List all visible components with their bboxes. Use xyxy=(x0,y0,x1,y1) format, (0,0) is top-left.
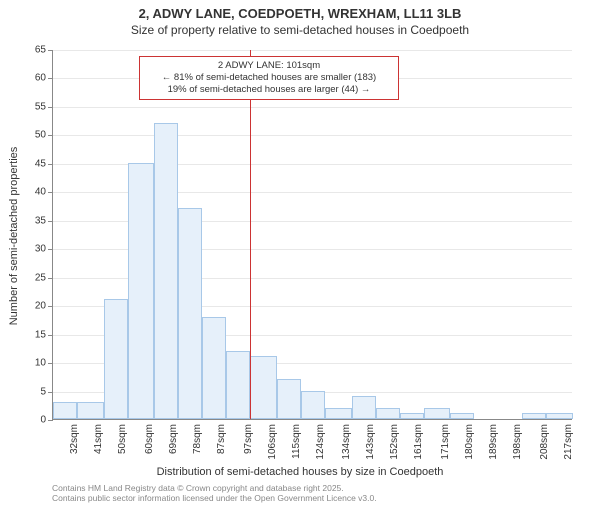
histogram-bar xyxy=(522,413,546,419)
gridline xyxy=(53,135,572,136)
histogram-bar xyxy=(77,402,104,419)
xtick-label: 152sqm xyxy=(389,424,400,460)
xtick-label: 106sqm xyxy=(267,424,278,460)
title-line1: 2, ADWY LANE, COEDPOETH, WREXHAM, LL11 3… xyxy=(0,6,600,21)
ytick-label: 55 xyxy=(22,101,46,112)
histogram-bar xyxy=(226,351,250,419)
ytick-mark xyxy=(48,50,53,51)
xtick-label: 171sqm xyxy=(440,424,451,460)
histogram-bar xyxy=(104,299,128,419)
xtick-label: 32sqm xyxy=(69,424,80,454)
ytick-mark xyxy=(48,221,53,222)
histogram-bar xyxy=(128,163,155,419)
xtick-label: 115sqm xyxy=(291,424,302,459)
footer-attribution: Contains HM Land Registry data © Crown c… xyxy=(52,484,377,504)
histogram-bar xyxy=(154,123,178,419)
gridline xyxy=(53,107,572,108)
ytick-mark xyxy=(48,335,53,336)
xtick-label: 180sqm xyxy=(464,424,475,460)
xtick-label: 217sqm xyxy=(563,424,574,460)
ytick-mark xyxy=(48,363,53,364)
histogram-bar xyxy=(400,413,424,419)
ytick-label: 5 xyxy=(22,386,46,397)
annot-line1: 2 ADWY LANE: 101sqm xyxy=(146,60,392,72)
xtick-label: 208sqm xyxy=(539,424,550,460)
xtick-label: 50sqm xyxy=(117,424,128,454)
annot-line2: ← 81% of semi-detached houses are smalle… xyxy=(146,72,392,84)
ytick-mark xyxy=(48,278,53,279)
histogram-bar xyxy=(450,413,474,419)
ytick-mark xyxy=(48,135,53,136)
xtick-label: 143sqm xyxy=(365,424,376,460)
ytick-mark xyxy=(48,78,53,79)
title-line2: Size of property relative to semi-detach… xyxy=(0,23,600,37)
annot-line3: 19% of semi-detached houses are larger (… xyxy=(146,84,392,96)
ytick-mark xyxy=(48,420,53,421)
xtick-label: 69sqm xyxy=(168,424,179,454)
histogram-bar xyxy=(424,408,451,419)
gridline xyxy=(53,50,572,51)
ytick-label: 35 xyxy=(22,215,46,226)
ytick-label: 45 xyxy=(22,158,46,169)
ytick-label: 15 xyxy=(22,329,46,340)
ytick-label: 60 xyxy=(22,73,46,84)
ytick-label: 30 xyxy=(22,244,46,255)
histogram-bar xyxy=(53,402,77,419)
ytick-label: 40 xyxy=(22,187,46,198)
histogram-bar xyxy=(250,356,277,419)
xtick-label: 87sqm xyxy=(216,424,227,454)
ytick-mark xyxy=(48,107,53,108)
ytick-label: 65 xyxy=(22,45,46,56)
xtick-label: 198sqm xyxy=(512,424,523,460)
histogram-bar xyxy=(325,408,352,419)
reference-line xyxy=(250,50,251,419)
ytick-mark xyxy=(48,164,53,165)
xtick-label: 124sqm xyxy=(315,424,326,460)
ytick-mark xyxy=(48,249,53,250)
histogram-bar xyxy=(546,413,573,419)
ytick-label: 0 xyxy=(22,415,46,426)
ytick-label: 20 xyxy=(22,301,46,312)
footer-line2: Contains public sector information licen… xyxy=(52,494,377,504)
x-axis-label: Distribution of semi-detached houses by … xyxy=(0,466,600,478)
histogram-bar xyxy=(301,391,325,419)
xtick-label: 189sqm xyxy=(488,424,499,460)
xtick-label: 134sqm xyxy=(341,424,352,460)
chart-area: 2 ADWY LANE: 101sqm← 81% of semi-detache… xyxy=(52,50,572,420)
ytick-mark xyxy=(48,392,53,393)
xtick-label: 41sqm xyxy=(93,424,104,454)
xtick-label: 60sqm xyxy=(144,424,155,454)
ytick-label: 50 xyxy=(22,130,46,141)
xtick-label: 161sqm xyxy=(413,424,424,460)
xtick-label: 97sqm xyxy=(243,424,254,454)
histogram-bar xyxy=(352,396,376,419)
xtick-label: 78sqm xyxy=(192,424,203,454)
histogram-bar xyxy=(178,208,202,419)
histogram-bar xyxy=(202,317,226,419)
ytick-label: 10 xyxy=(22,358,46,369)
ytick-mark xyxy=(48,192,53,193)
histogram-bar xyxy=(277,379,301,419)
plot-area: 2 ADWY LANE: 101sqm← 81% of semi-detache… xyxy=(52,50,572,420)
annotation-box: 2 ADWY LANE: 101sqm← 81% of semi-detache… xyxy=(139,56,399,100)
y-axis-label: Number of semi-detached properties xyxy=(8,147,20,326)
ytick-mark xyxy=(48,306,53,307)
ytick-label: 25 xyxy=(22,272,46,283)
histogram-bar xyxy=(376,408,400,419)
